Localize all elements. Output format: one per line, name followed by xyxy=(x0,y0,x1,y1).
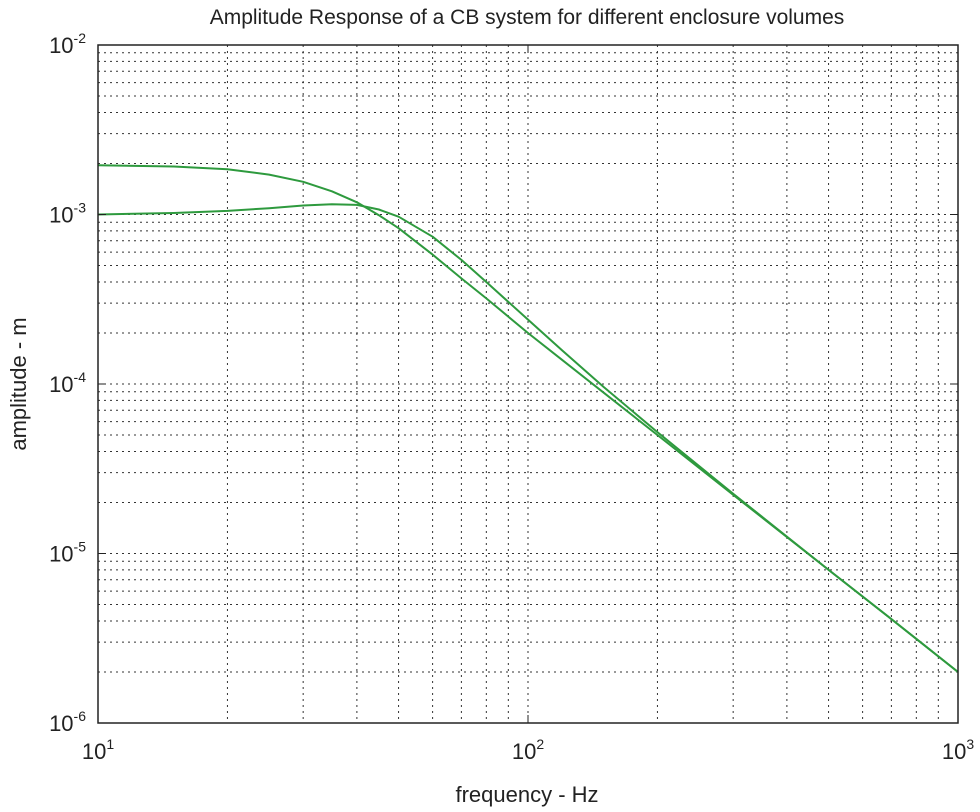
series-line-1 xyxy=(97,164,959,673)
x-tick-label: 103 xyxy=(942,736,974,764)
series-line-2 xyxy=(97,203,959,673)
chart-title: Amplitude Response of a CB system for di… xyxy=(210,6,845,29)
y-tick-label: 10-4 xyxy=(49,369,86,397)
y-tick-label: 10-2 xyxy=(49,30,86,58)
y-tick-label: 10-5 xyxy=(49,539,86,567)
x-tick-label: 101 xyxy=(82,736,114,764)
y-axis-label: amplitude - m xyxy=(6,317,31,450)
grid-lines xyxy=(98,45,958,723)
y-tick-label: 10-6 xyxy=(49,708,86,736)
data-series xyxy=(97,164,959,673)
x-tick-label: 102 xyxy=(512,736,544,764)
y-tick-label: 10-3 xyxy=(49,200,86,228)
x-tick-labels: 101 102 103 xyxy=(82,45,974,764)
y-tick-labels: 10-2 10-3 10-4 10-5 10-6 xyxy=(49,30,958,736)
x-axis-label: frequency - Hz xyxy=(455,782,598,807)
